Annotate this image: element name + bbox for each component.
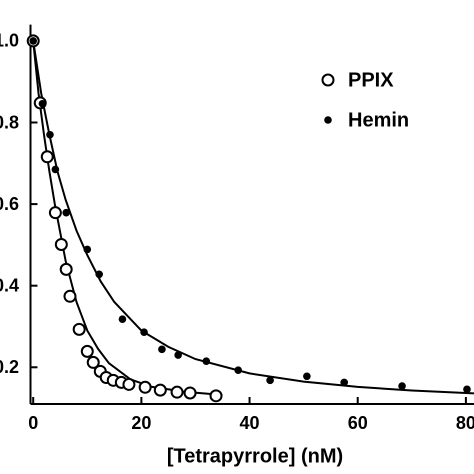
- data-point: [138, 380, 152, 394]
- x-tick-label: 80: [456, 413, 474, 433]
- y-tick-label: 0.6: [0, 194, 19, 214]
- legend-label: PPIX: [348, 69, 394, 91]
- x-tick-label: 20: [131, 413, 151, 433]
- data-point: [95, 270, 103, 279]
- x-tick-label: 0: [28, 413, 38, 433]
- data-point: [463, 385, 471, 394]
- data-point: [158, 345, 166, 354]
- data-point: [62, 208, 70, 217]
- legend-label: Hemin: [348, 109, 409, 131]
- y-tick-label: 1.0: [0, 31, 19, 51]
- data-point: [40, 150, 54, 164]
- data-point: [86, 355, 100, 369]
- data-point: [51, 165, 60, 174]
- data-point: [266, 376, 274, 385]
- data-point: [29, 37, 38, 45]
- data-point: [80, 344, 94, 358]
- data-point: [38, 99, 47, 108]
- data-point: [303, 372, 311, 381]
- data-point: [183, 386, 197, 400]
- data-point: [202, 357, 211, 365]
- data-point: [48, 206, 62, 220]
- y-tick-label: 0.2: [0, 357, 19, 377]
- data-point: [59, 262, 73, 276]
- legend-marker: [324, 116, 332, 124]
- x-tick-label: 40: [240, 413, 260, 433]
- x-tick-label: 60: [348, 413, 368, 433]
- y-tick-label: 0.4: [0, 275, 19, 295]
- data-point: [398, 382, 406, 390]
- data-point: [209, 389, 223, 403]
- data-point: [54, 237, 68, 251]
- fit-curve: [32, 40, 223, 396]
- data-point: [340, 378, 348, 387]
- data-point: [118, 315, 127, 323]
- fit-curve: [32, 40, 474, 395]
- data-point: [170, 385, 184, 399]
- data-point: [72, 322, 86, 336]
- data-point: [46, 130, 54, 139]
- data-point: [234, 366, 242, 374]
- data-point: [174, 351, 182, 359]
- x-axis-label: [Tetrapyrrole] (nM): [167, 445, 343, 467]
- data-point: [63, 289, 77, 303]
- y-tick-label: 0.8: [0, 112, 19, 132]
- legend-marker: [321, 73, 335, 87]
- data-point: [83, 245, 92, 254]
- data-point: [140, 328, 148, 336]
- data-point: [153, 383, 167, 397]
- data-point: [122, 377, 136, 391]
